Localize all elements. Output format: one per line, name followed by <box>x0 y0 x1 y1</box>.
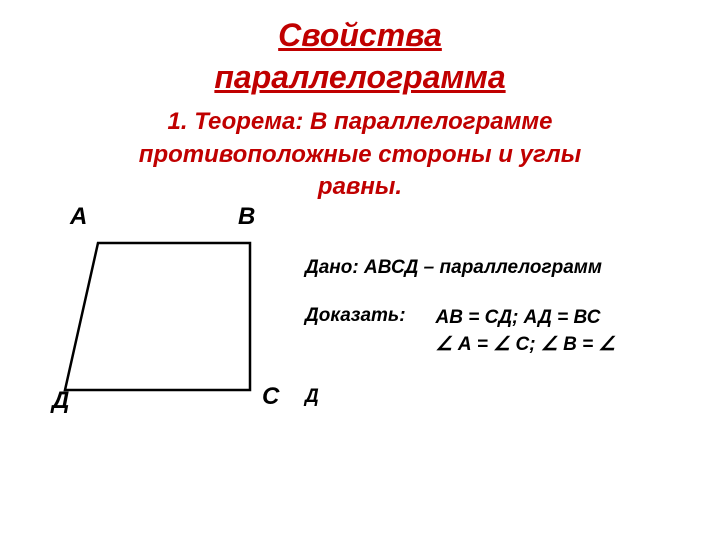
parallelogram-svg <box>40 205 300 435</box>
vertex-label-d: Д <box>52 387 69 415</box>
prove-label: Доказать: <box>305 305 406 327</box>
theorem-line-2: противоположные стороны и углы <box>139 141 581 168</box>
theorem-prefix: 1. Теорема: <box>168 108 311 135</box>
given-label: Дано: <box>305 257 359 278</box>
given-block: Дано: АВСД – параллелограмм <box>305 255 705 282</box>
given-text: АВСД – параллелограмм <box>359 257 602 278</box>
prove-line-1: АВ = СД; АД = ВС <box>436 305 616 332</box>
theorem-line-3: равны. <box>318 173 402 200</box>
prove-line-3: Д <box>305 386 705 408</box>
prove-lines: АВ = СД; АД = ВС ∠ А = ∠ С; ∠ В = ∠ <box>436 305 616 358</box>
parallelogram-shape <box>65 243 250 390</box>
title-line-1: Свойства <box>278 17 442 53</box>
prove-line-2: ∠ А = ∠ С; ∠ В = ∠ <box>436 332 616 359</box>
prove-block: Доказать: АВ = СД; АД = ВС ∠ А = ∠ С; ∠ … <box>305 305 705 408</box>
vertex-label-c: С <box>262 383 279 411</box>
theorem-text: 1. Теорема: В параллелограмме противопол… <box>0 106 720 203</box>
given-line: Дано: АВСД – параллелограмм <box>305 255 705 282</box>
page-title: Свойства параллелограмма <box>0 0 720 98</box>
title-line-2: параллелограмма <box>214 59 505 95</box>
vertex-label-b: В <box>238 203 255 231</box>
vertex-label-a: А <box>70 203 87 231</box>
parallelogram-diagram: А В С Д <box>40 205 300 435</box>
theorem-line-1: В параллелограмме <box>310 108 552 135</box>
